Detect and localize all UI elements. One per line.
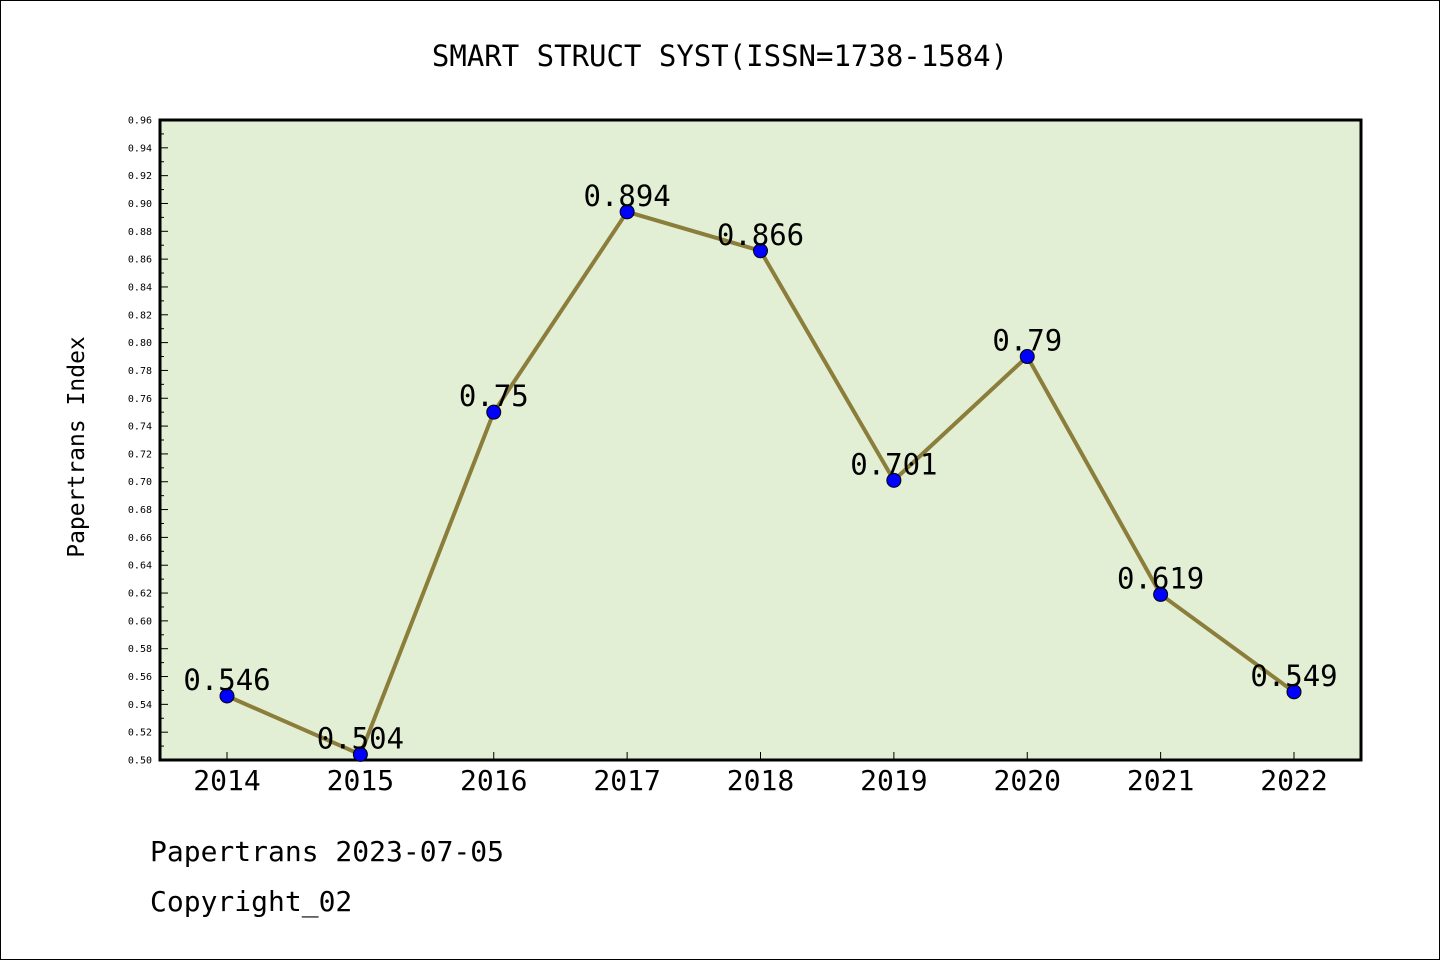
y-tick-label: 0.86 [128, 255, 152, 266]
y-tick-label: 0.72 [128, 449, 152, 460]
data-label: 0.79 [992, 324, 1062, 358]
y-tick-label: 0.82 [128, 310, 152, 321]
y-tick-label: 0.66 [128, 533, 152, 544]
plot-area: 0.50 0.52 0.54 0.56 0.58 0.60 0.62 0.64 0.66 0.68… [128, 116, 1363, 797]
data-point [886, 472, 902, 488]
x-tick-label: 2017 [593, 764, 660, 797]
y-tick-label: 0.74 [128, 422, 152, 433]
data-point [219, 688, 235, 704]
y-tick-label: 0.68 [128, 505, 152, 516]
y-tick-label: 0.56 [128, 672, 152, 683]
data-point [486, 404, 502, 420]
y-tick-label: 0.80 [128, 338, 152, 349]
x-tick-label: 2018 [727, 764, 794, 797]
data-label: 0.504 [317, 721, 404, 755]
y-tick-label: 0.78 [128, 366, 152, 377]
y-tick-label: 0.60 [128, 616, 152, 627]
y-tick-label: 0.62 [128, 589, 152, 600]
data-point [352, 746, 368, 762]
data-label: 0.701 [850, 447, 937, 481]
data-point [1019, 349, 1035, 365]
y-tick-label: 0.90 [128, 199, 152, 210]
x-tick-label: 2014 [193, 764, 260, 797]
y-tick-label: 0.96 [128, 116, 152, 127]
y-tick-label: 0.94 [128, 143, 152, 154]
x-tick-label: 2015 [327, 764, 394, 797]
y-axis-label: Papertrans Index [64, 336, 90, 558]
x-tick-label: 2021 [1127, 764, 1194, 797]
y-tick-label: 0.50 [128, 756, 152, 767]
data-label: 0.546 [183, 663, 270, 697]
data-label: 0.75 [459, 379, 529, 413]
y-tick-label: 0.92 [128, 171, 152, 182]
plot-background [160, 120, 1361, 760]
plot-border [158, 118, 1363, 762]
y-tick-label: 0.84 [128, 282, 152, 293]
y-tick-label: 0.88 [128, 227, 152, 238]
x-tick-label: 2022 [1260, 764, 1327, 797]
x-tick-label: 2016 [460, 764, 527, 797]
footer-copyright: Copyright_02 [150, 885, 353, 918]
y-tick-label: 0.54 [128, 700, 152, 711]
y-tick-label: 0.58 [128, 644, 152, 655]
footer-date: Papertrans 2023-07-05 [150, 835, 505, 868]
x-tick-label: 2020 [994, 764, 1061, 797]
data-point [1153, 586, 1169, 602]
x-tick-label: 2019 [860, 764, 927, 797]
y-tick-label: 0.52 [128, 728, 152, 739]
data-label: 0.866 [717, 218, 804, 252]
data-label: 0.549 [1250, 659, 1337, 693]
y-tick-label: 0.64 [128, 561, 152, 572]
data-point [619, 204, 635, 220]
data-label: 0.619 [1117, 561, 1204, 595]
data-point [753, 243, 768, 259]
data-label: 0.894 [583, 179, 670, 213]
y-tick-label: 0.70 [128, 477, 152, 488]
data-point [1286, 684, 1302, 700]
y-tick-label: 0.76 [128, 394, 152, 405]
chart-title: SMART STRUCT SYST(ISSN=1738-1584) [432, 39, 1008, 73]
